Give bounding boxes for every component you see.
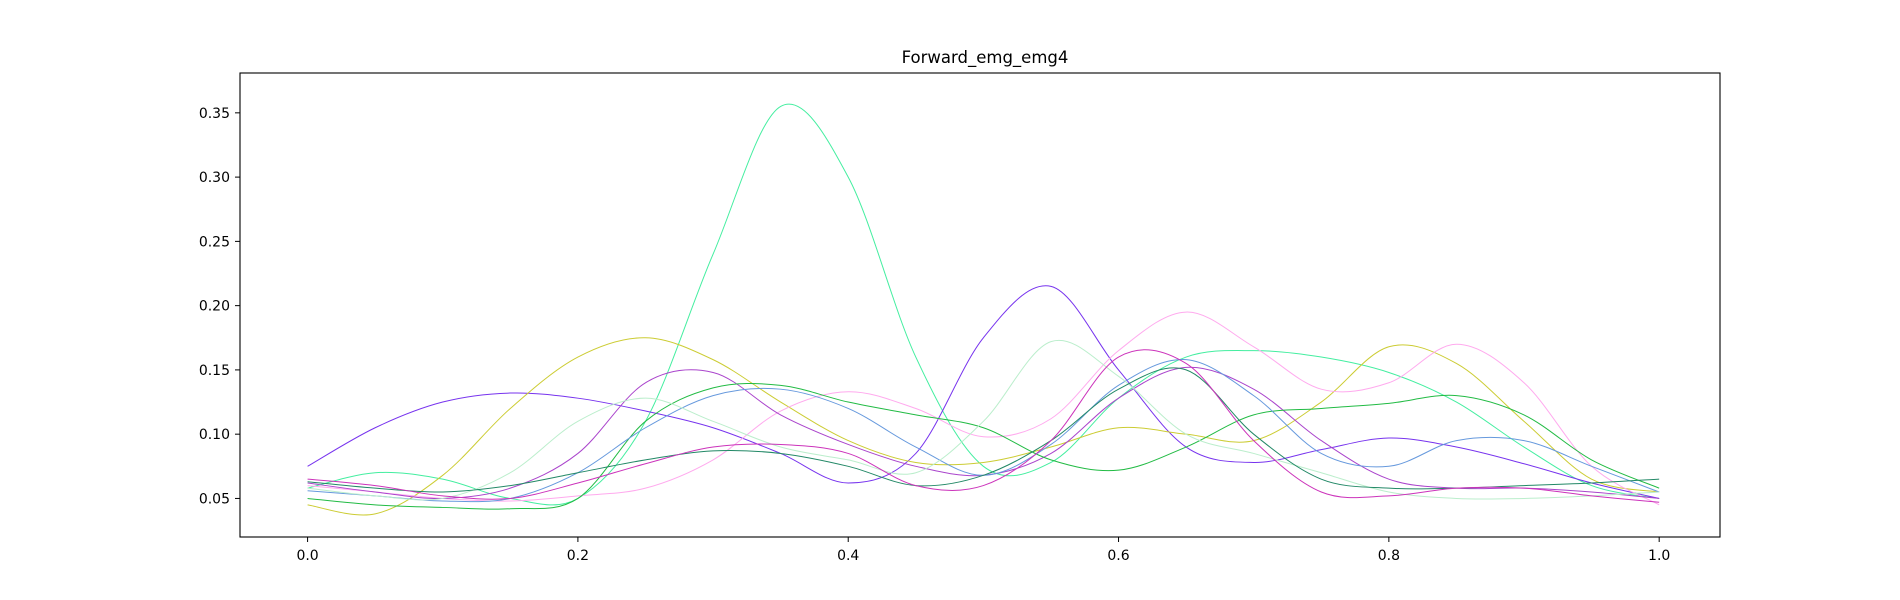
series-line-8: [307, 339, 1660, 501]
x-tick-label: 0.6: [1107, 548, 1129, 564]
y-tick-label: 0.10: [199, 427, 230, 443]
series-line-3: [307, 337, 1660, 516]
x-tick-label: 0.4: [837, 548, 859, 564]
x-tick-label: 1.0: [1648, 548, 1670, 564]
series-line-6: [307, 382, 1660, 510]
y-tick-label: 0.35: [199, 106, 230, 122]
y-tick-label: 0.25: [199, 234, 230, 250]
x-tick-label: 0.2: [567, 548, 589, 564]
chart-title: Forward_emg_emg4: [902, 48, 1069, 68]
series-line-7: [307, 359, 1660, 503]
y-axis: 0.05 0.10 0.15 0.20 0.25 0.30 0.35: [199, 106, 240, 507]
series-line-1: [307, 103, 1660, 506]
series-line-5: [307, 366, 1660, 499]
series-line-9: [307, 367, 1660, 493]
y-tick-label: 0.15: [199, 363, 230, 379]
y-tick-label: 0.05: [199, 491, 230, 507]
series-line-2: [307, 285, 1660, 499]
x-axis: 0.0 0.2 0.4 0.6 0.8 1.0: [296, 537, 1670, 564]
series-line-10: [307, 349, 1660, 503]
x-tick-label: 0.8: [1378, 548, 1400, 564]
y-tick-label: 0.20: [199, 299, 230, 315]
plot-frame: [239, 72, 1721, 538]
y-tick-label: 0.30: [199, 170, 230, 186]
series-line-4: [307, 311, 1660, 506]
x-tick-label: 0.0: [296, 548, 318, 564]
